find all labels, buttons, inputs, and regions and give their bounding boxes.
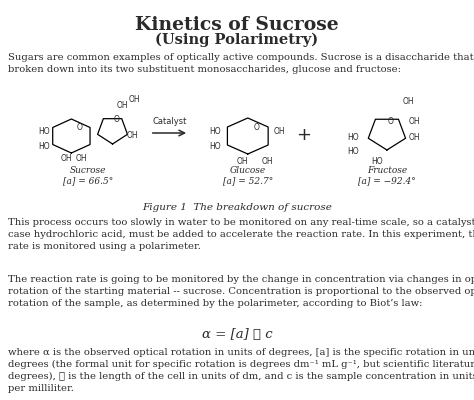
Text: OH: OH — [262, 156, 273, 166]
Text: Kinetics of Sucrose: Kinetics of Sucrose — [135, 16, 339, 34]
Text: HO: HO — [347, 134, 358, 142]
Text: OH: OH — [409, 116, 420, 126]
Text: Glucose: Glucose — [230, 166, 266, 175]
Text: Figure 1  The breakdown of sucrose: Figure 1 The breakdown of sucrose — [142, 203, 332, 212]
Text: O: O — [76, 124, 82, 132]
Text: The reaction rate is going to be monitored by the change in concentration via ch: The reaction rate is going to be monitor… — [8, 275, 474, 308]
Text: Fructose: Fructose — [367, 166, 407, 175]
Text: OH: OH — [127, 130, 138, 140]
Text: OH: OH — [273, 126, 285, 136]
Text: O: O — [388, 116, 394, 126]
Text: OH: OH — [409, 134, 420, 142]
Text: [a] = −92.4°: [a] = −92.4° — [358, 176, 416, 185]
Text: OH: OH — [128, 96, 140, 104]
Text: Catalyst: Catalyst — [152, 116, 187, 126]
Text: OH: OH — [117, 100, 128, 110]
Text: OH: OH — [75, 154, 87, 162]
Text: +: + — [296, 126, 311, 144]
Text: [a] = 52.7°: [a] = 52.7° — [223, 176, 273, 185]
Text: OH: OH — [403, 96, 414, 106]
Text: HO: HO — [347, 146, 358, 156]
Text: HO: HO — [38, 126, 50, 136]
Text: OH: OH — [237, 156, 249, 166]
Text: HO: HO — [210, 126, 221, 136]
Text: where α is the observed optical rotation in units of degrees, [a] is the specifi: where α is the observed optical rotation… — [8, 348, 474, 393]
Text: O: O — [113, 116, 119, 124]
Text: HO: HO — [371, 156, 383, 166]
Text: [a] = 66.5°: [a] = 66.5° — [63, 176, 113, 185]
Text: This process occurs too slowly in water to be monitored on any real-time scale, : This process occurs too slowly in water … — [8, 218, 474, 250]
Text: HO: HO — [38, 142, 50, 150]
Text: O: O — [254, 122, 260, 132]
Text: OH: OH — [61, 154, 73, 162]
Text: (Using Polarimetry): (Using Polarimetry) — [155, 33, 319, 47]
Text: Sugars are common examples of optically active compounds. Sucrose is a disacchar: Sugars are common examples of optically … — [8, 53, 474, 74]
Text: α = [a] ℓ c: α = [a] ℓ c — [202, 328, 272, 341]
Text: Sucrose: Sucrose — [70, 166, 106, 175]
Text: HO: HO — [210, 142, 221, 150]
